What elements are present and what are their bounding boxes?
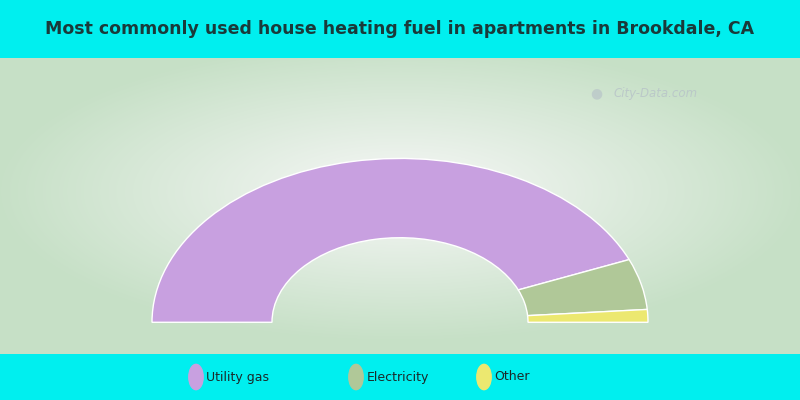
Ellipse shape bbox=[477, 364, 491, 390]
Text: Most commonly used house heating fuel in apartments in Brookdale, CA: Most commonly used house heating fuel in… bbox=[46, 20, 754, 38]
Ellipse shape bbox=[189, 364, 203, 390]
Text: ●: ● bbox=[590, 86, 602, 100]
Ellipse shape bbox=[349, 364, 363, 390]
Text: Other: Other bbox=[494, 370, 530, 384]
Wedge shape bbox=[152, 158, 629, 322]
Text: City-Data.com: City-Data.com bbox=[614, 87, 698, 100]
Text: Utility gas: Utility gas bbox=[206, 370, 270, 384]
Text: Electricity: Electricity bbox=[366, 370, 429, 384]
Wedge shape bbox=[528, 310, 648, 322]
Wedge shape bbox=[518, 260, 647, 316]
